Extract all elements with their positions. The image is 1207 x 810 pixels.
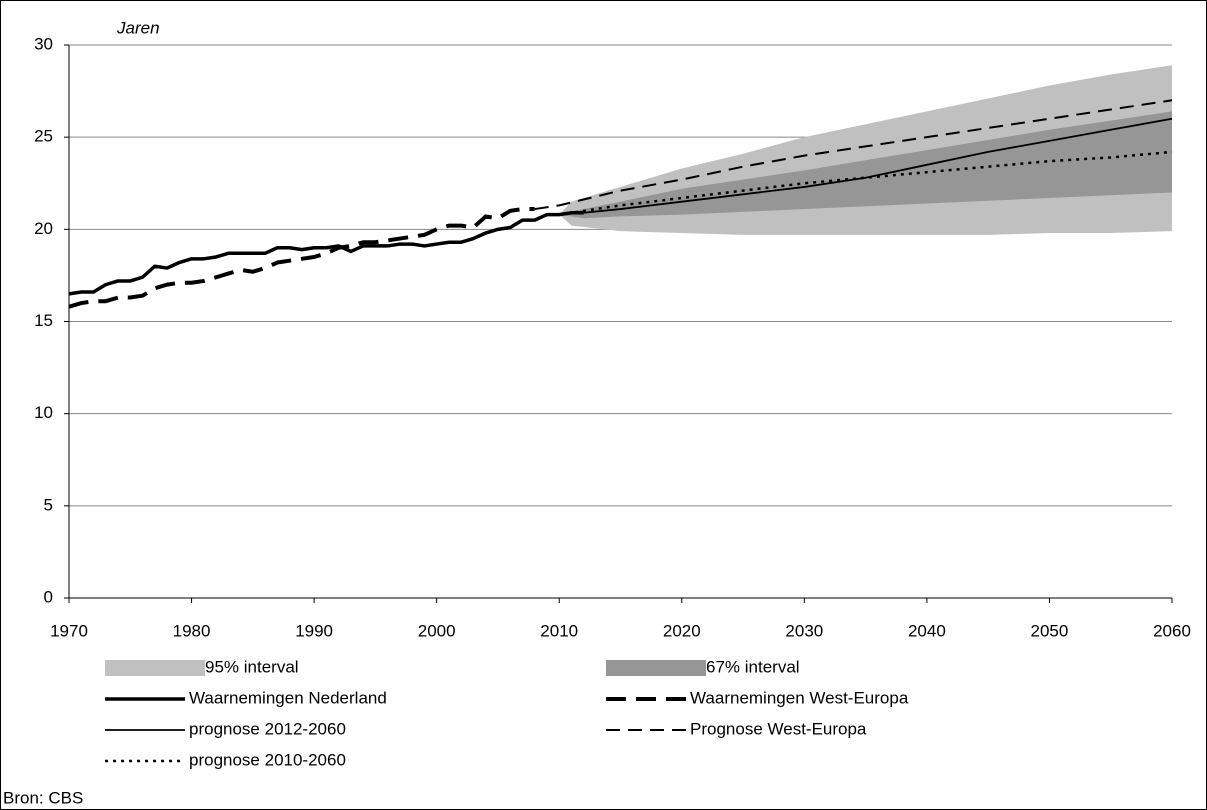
x-tick-label: 2000 [418, 621, 456, 640]
line-series [68, 210, 584, 296]
legend-label: Waarnemingen Nederland [189, 688, 387, 707]
y-tick-label: 30 [34, 34, 53, 53]
x-tick-label: 2020 [663, 621, 701, 640]
x-tick-label: 2060 [1153, 621, 1191, 640]
line-series [534, 99, 1173, 211]
x-tick-label: 2050 [1031, 621, 1069, 640]
x-tick-label: 1980 [173, 621, 211, 640]
x-tick-label: 2040 [908, 621, 946, 640]
line-series [68, 207, 535, 309]
line-series [559, 150, 1173, 216]
y-tick-label: 5 [44, 495, 53, 514]
legend-swatch [606, 660, 706, 676]
legend-label: 95% interval [205, 657, 299, 676]
x-tick-label: 1970 [50, 621, 88, 640]
legend-swatch [105, 660, 205, 676]
y-tick-label: 0 [44, 587, 53, 606]
y-tick-label: 20 [34, 219, 53, 238]
legend-label: 67% interval [706, 657, 800, 676]
legend-label: Prognose West-Europa [690, 719, 867, 738]
y-axis-label: Jaren [116, 18, 160, 37]
y-tick-label: 25 [34, 127, 53, 146]
y-tick-label: 10 [34, 403, 53, 422]
line-series [583, 117, 1173, 214]
x-tick-label: 2030 [785, 621, 823, 640]
source: Bron: CBS [3, 788, 83, 807]
legend-label: prognose 2010-2060 [189, 750, 346, 769]
interval-band [559, 111, 1172, 219]
y-tick-label: 15 [34, 311, 53, 330]
x-tick-label: 1990 [295, 621, 333, 640]
legend-label: Waarnemingen West-Europa [690, 688, 909, 707]
x-tick-label: 2010 [540, 621, 578, 640]
legend-label: prognose 2012-2060 [189, 719, 346, 738]
